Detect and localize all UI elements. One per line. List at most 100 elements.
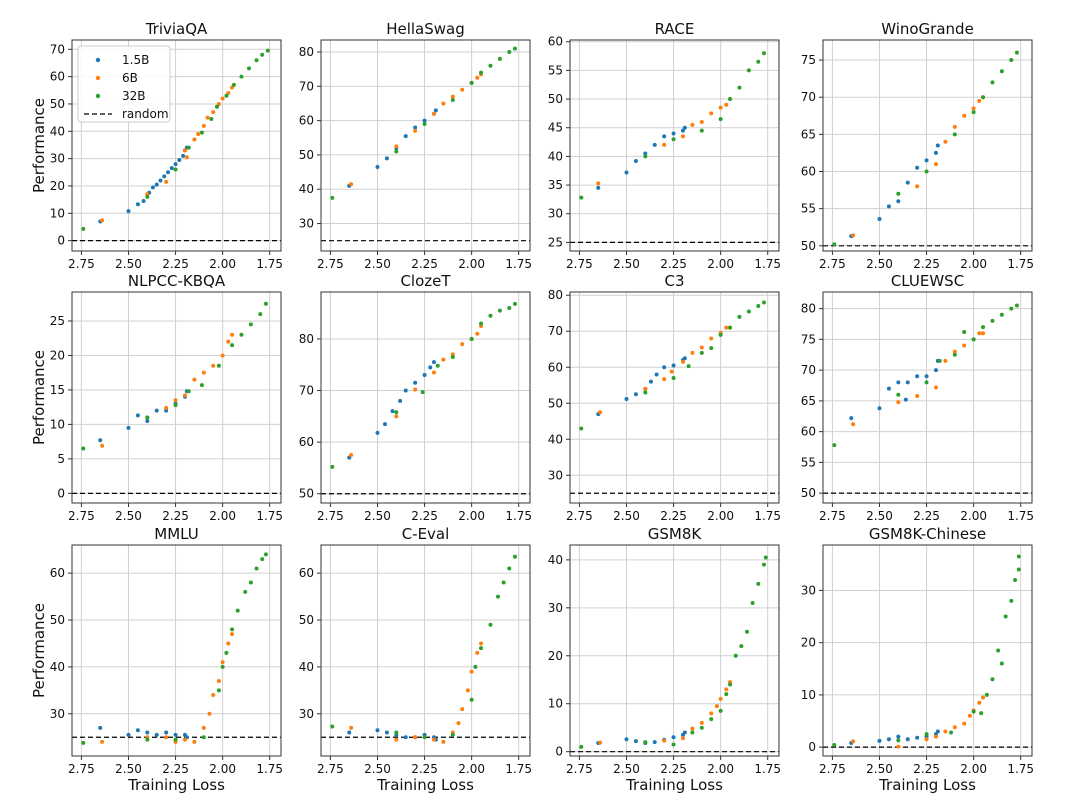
y-tick-label: 65 (801, 394, 816, 408)
point-1_5b (633, 158, 638, 163)
legend-swatch-6b (95, 75, 101, 81)
point-32b (761, 300, 766, 305)
x-tick-label: 2.25 (660, 257, 687, 271)
point-6b (598, 740, 603, 745)
y-tick-label: 70 (299, 384, 314, 398)
point-6b (896, 400, 901, 405)
point-1_5b (413, 125, 418, 130)
point-6b (977, 700, 982, 705)
point-32b (728, 682, 733, 687)
point-1_5b (347, 730, 352, 735)
point-1_5b (162, 174, 167, 179)
x-tick-label: 1.75 (1007, 257, 1034, 271)
y-tick-label: 60 (801, 425, 816, 439)
y-tick-label: 15 (50, 383, 65, 397)
point-32b (512, 554, 517, 559)
point-32b (239, 332, 244, 337)
point-6b (699, 720, 704, 725)
point-1_5b (173, 732, 178, 737)
point-32b (737, 314, 742, 319)
point-6b (724, 687, 729, 692)
point-32b (728, 325, 733, 330)
y-tick-label: 25 (50, 314, 65, 328)
panel-cluewsc: 2.75 2.50 2.25 2.00 1.75 50 55 60 65 70 75 80 CLUEWS… (801, 272, 1034, 523)
y-tick-label: 60 (299, 114, 314, 128)
point-1_5b (166, 170, 171, 175)
point-1_5b (680, 128, 685, 133)
y-tick-label: 60 (299, 566, 314, 580)
point-6b (431, 370, 436, 375)
x-tick-label: 2.75 (819, 762, 846, 776)
x-axis-label: Training Loss (878, 776, 976, 794)
x-tick-label: 2.25 (411, 509, 438, 523)
point-1_5b (135, 728, 140, 733)
y-tick-label: 40 (50, 660, 65, 674)
point-32b (990, 677, 995, 682)
point-1_5b (375, 728, 380, 733)
point-32b (422, 122, 427, 127)
point-32b (501, 580, 506, 585)
x-tick-label: 2.75 (317, 509, 344, 523)
x-tick-label: 2.75 (68, 257, 95, 271)
point-6b (680, 359, 685, 364)
y-tick-label: 70 (801, 90, 816, 104)
point-1_5b (671, 131, 676, 136)
x-tick-label: 2.00 (458, 257, 485, 271)
point-32b (199, 130, 204, 135)
x-tick-label: 2.25 (913, 509, 940, 523)
point-32b (971, 337, 976, 342)
point-32b (699, 350, 704, 355)
legend-box (77, 45, 171, 123)
point-6b (699, 345, 704, 350)
point-6b (475, 331, 480, 336)
point-32b (186, 389, 191, 394)
y-tick-label: 70 (299, 79, 314, 93)
point-32b (962, 329, 967, 334)
y-tick-label: 30 (299, 707, 314, 721)
point-32b (230, 627, 235, 632)
y-tick-label: 60 (548, 35, 563, 49)
x-tick-label: 1.75 (754, 762, 781, 776)
legend: 1.5B 6B 32B random (77, 45, 171, 123)
axes-frame (569, 39, 780, 252)
axes-frame (822, 544, 1033, 757)
point-32b (671, 137, 676, 142)
point-32b (248, 322, 253, 327)
point-32b (756, 59, 761, 64)
x-tick-label: 2.50 (613, 257, 640, 271)
point-6b (192, 377, 197, 382)
point-6b (933, 385, 938, 390)
x-tick-label: 2.00 (707, 509, 734, 523)
y-tick-label: 40 (299, 660, 314, 674)
point-32b (173, 403, 178, 408)
y-tick-label: 40 (50, 124, 65, 138)
point-32b (497, 56, 502, 61)
point-1_5b (126, 209, 131, 214)
x-tick-label: 1.75 (256, 257, 283, 271)
y-tick-label: 30 (299, 217, 314, 231)
point-1_5b (915, 735, 920, 740)
point-6b (216, 678, 221, 683)
point-1_5b (403, 735, 408, 740)
x-tick-label: 2.50 (364, 257, 391, 271)
point-32b (739, 644, 744, 649)
point-32b (507, 305, 512, 310)
x-tick-label: 2.25 (411, 762, 438, 776)
point-6b (962, 343, 967, 348)
y-tick-label: 30 (548, 207, 563, 221)
point-32b (718, 117, 723, 122)
panel-mmlu: 2.75 2.50 2.25 2.00 1.75 30 40 50 60 MMLU Performa… (30, 525, 283, 794)
y-tick-label: 50 (50, 97, 65, 111)
y-tick-label: 60 (50, 70, 65, 84)
panel-c3: 2.75 2.50 2.25 2.00 1.75 30 40 50 60 70 80 C3 (548, 272, 781, 523)
point-32b (737, 85, 742, 90)
point-6b (349, 453, 354, 458)
point-1_5b (905, 737, 910, 742)
point-6b (952, 725, 957, 730)
point-6b (718, 696, 723, 701)
point-1_5b (154, 408, 159, 413)
y-tick-label: 10 (50, 206, 65, 220)
point-1_5b (145, 730, 150, 735)
point-6b (981, 695, 986, 700)
point-6b (394, 144, 399, 149)
